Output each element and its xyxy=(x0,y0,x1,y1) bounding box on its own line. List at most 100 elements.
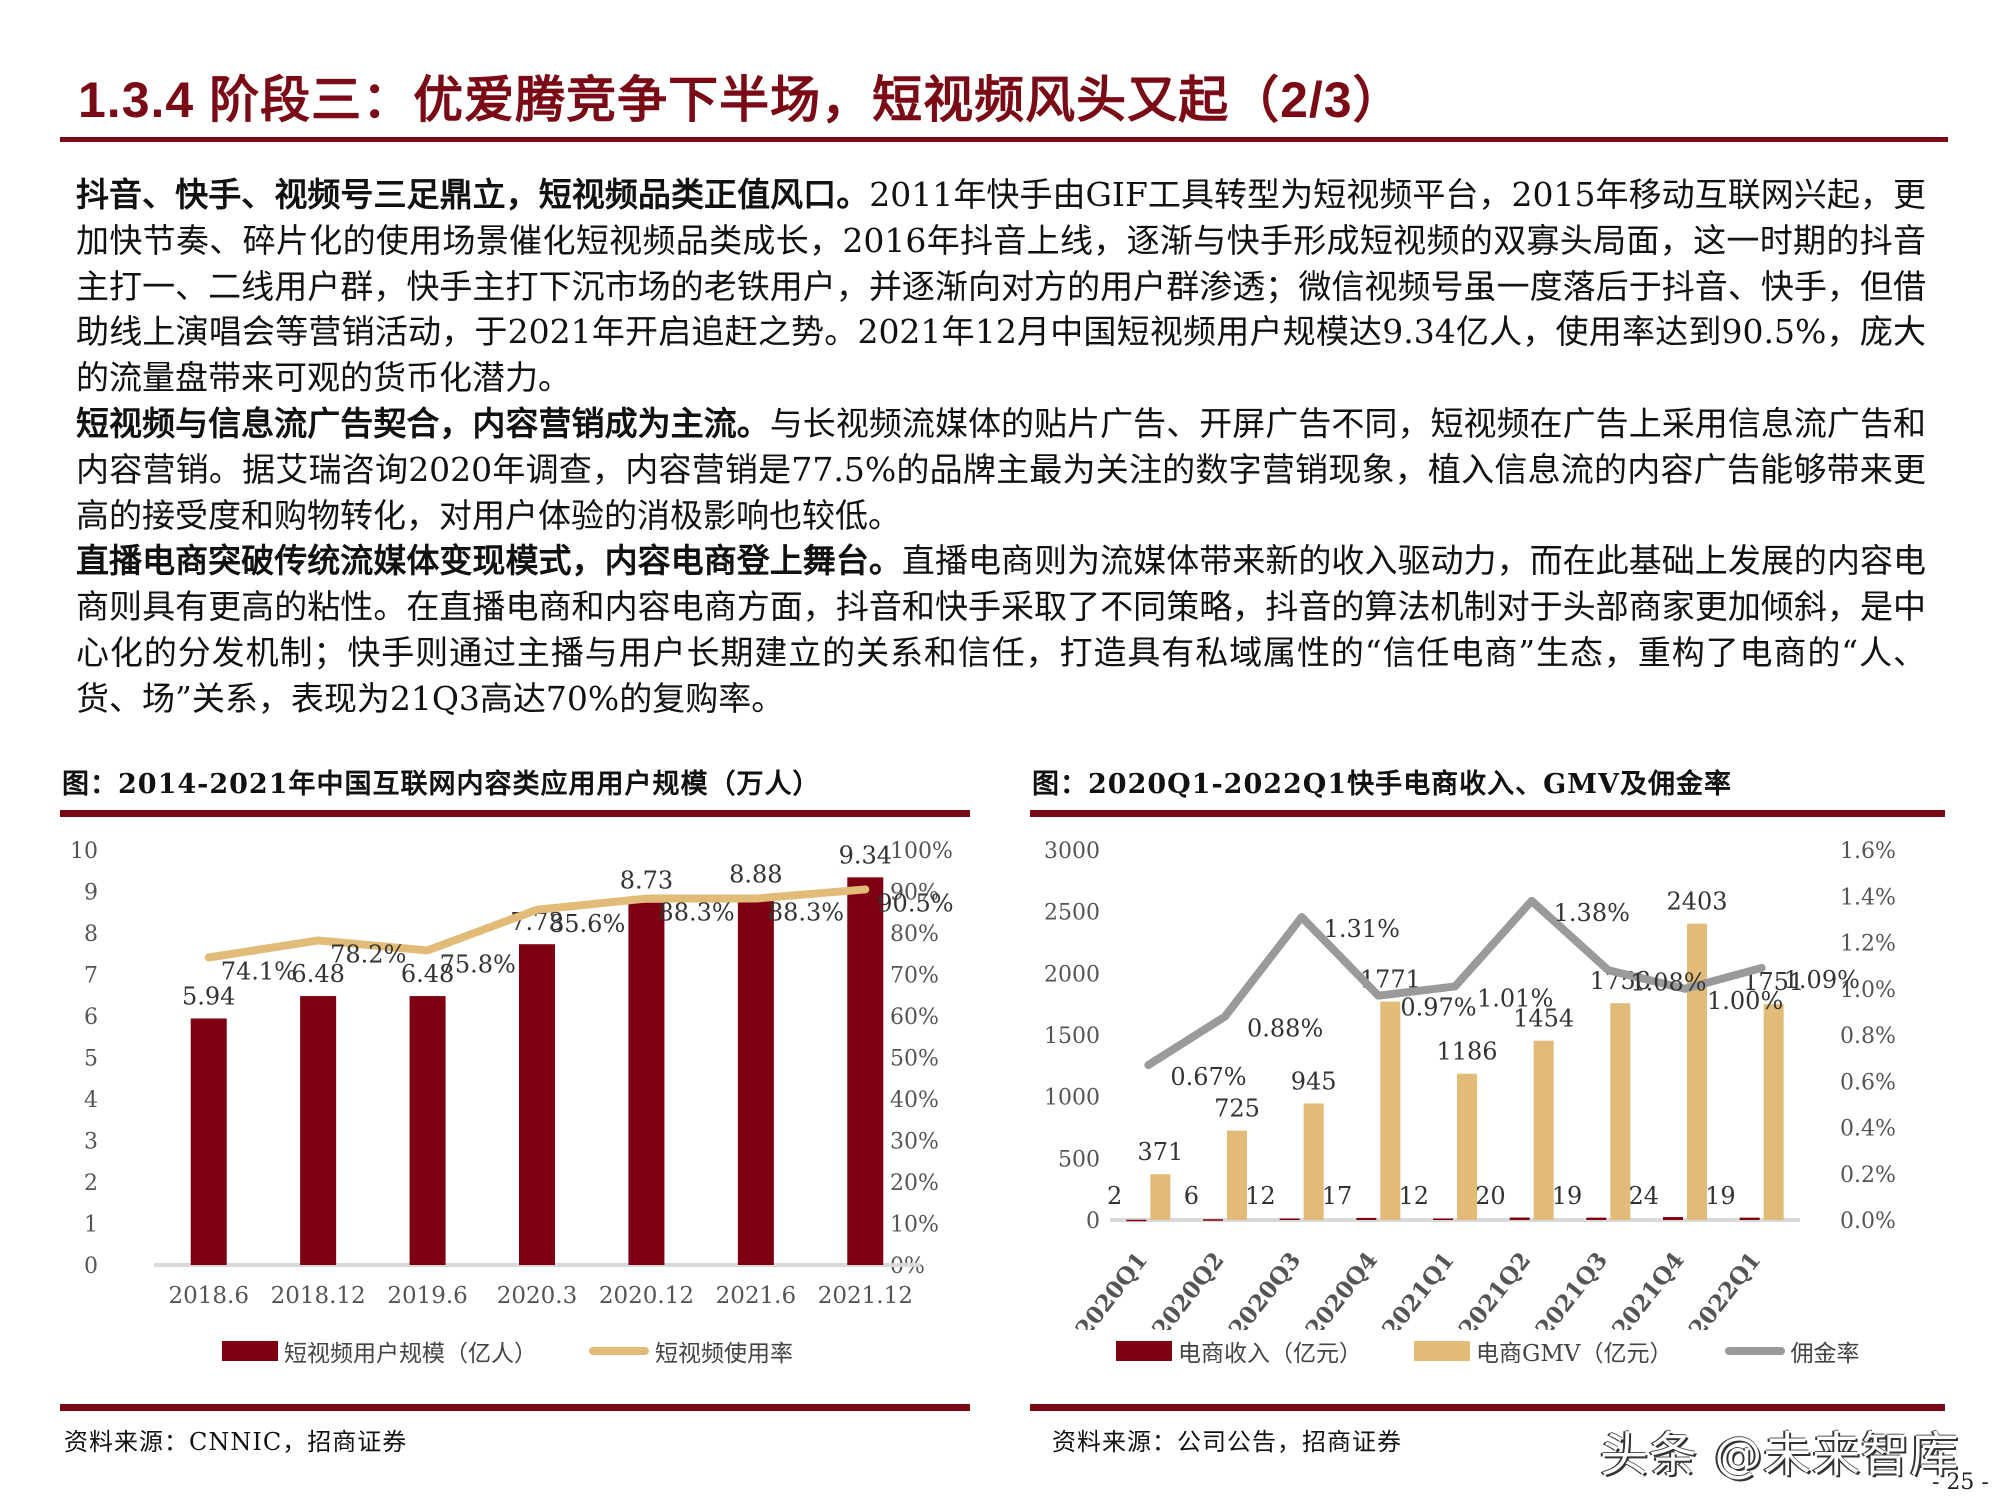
line-value-label: 75.8% xyxy=(440,950,516,978)
x-axis-category: 2020Q3 xyxy=(1224,1247,1307,1330)
y2-axis-tick: 1.6% xyxy=(1840,839,1896,864)
y-axis-tick: 2500 xyxy=(1044,901,1100,926)
bar xyxy=(847,877,884,1265)
legend-item-revenue: 电商收入（亿元） xyxy=(1116,1334,1362,1368)
y-axis-tick: 500 xyxy=(1058,1147,1100,1172)
y2-axis-tick: 50% xyxy=(890,1047,939,1072)
bar xyxy=(1356,1217,1377,1220)
line-value-label: 0.88% xyxy=(1247,1015,1323,1043)
y-axis-tick: 10 xyxy=(70,839,98,864)
y2-axis-tick: 60% xyxy=(890,1005,939,1030)
y2-axis-tick: 0.0% xyxy=(1840,1209,1896,1234)
bar-value-label: 945 xyxy=(1291,1067,1337,1095)
x-axis-category: 2021Q4 xyxy=(1607,1247,1690,1330)
right-figure-title: 图：2020Q1-2022Q1快手电商收入、GMV及佣金率 xyxy=(1032,769,1733,800)
bar xyxy=(1763,1004,1784,1220)
y-axis-tick: 1000 xyxy=(1044,1086,1100,1111)
bar-swatch-icon xyxy=(1116,1341,1172,1361)
bar-value-label: 20 xyxy=(1475,1182,1506,1210)
line-value-label: 78.2% xyxy=(330,940,406,968)
y2-axis-tick: 0.4% xyxy=(1840,1117,1896,1142)
bar-value-label: 12 xyxy=(1398,1182,1429,1210)
line-swatch-icon xyxy=(589,1347,649,1355)
y-axis-tick: 9 xyxy=(84,881,98,906)
bar-value-label: 9.34 xyxy=(839,841,892,869)
bar-value-label: 725 xyxy=(1214,1095,1260,1123)
bar-value-label: 6.48 xyxy=(291,960,344,988)
legend-label: 短视频用户规模（亿人） xyxy=(284,1341,537,1367)
y2-axis-tick: 40% xyxy=(890,1088,939,1113)
bar-value-label: 371 xyxy=(1137,1138,1183,1166)
rate-line xyxy=(204,885,870,962)
x-axis-category: 2021Q1 xyxy=(1377,1247,1460,1330)
y-axis-tick: 3000 xyxy=(1044,839,1100,864)
y2-axis-tick: 1.2% xyxy=(1840,932,1896,957)
y-axis-tick: 1500 xyxy=(1044,1024,1100,1049)
line-value-label: 74.1% xyxy=(221,957,297,985)
bar-value-label: 19 xyxy=(1705,1182,1736,1210)
bar xyxy=(1433,1218,1453,1221)
line-value-label: 1.31% xyxy=(1324,915,1400,943)
line-value-label: 88.3% xyxy=(658,899,734,927)
x-axis-category: 2020Q2 xyxy=(1147,1247,1230,1330)
bar xyxy=(1227,1130,1247,1220)
bar-value-label: 17 xyxy=(1322,1182,1353,1210)
bar xyxy=(1533,1040,1554,1220)
line-value-label: 1.09% xyxy=(1784,966,1860,994)
bar-value-label: 2403 xyxy=(1666,888,1727,916)
legend-item-commission: 佣金率 xyxy=(1724,1334,1860,1368)
x-axis-category: 2021.12 xyxy=(818,1283,913,1309)
line-swatch-icon xyxy=(1724,1347,1785,1355)
line-value-label: 90.5% xyxy=(877,889,953,917)
y2-axis-tick: 1.0% xyxy=(1840,978,1896,1003)
y-axis-tick: 0 xyxy=(84,1254,98,1279)
x-axis-category: 2021Q3 xyxy=(1530,1247,1613,1330)
y-axis-tick: 2 xyxy=(84,1171,98,1196)
y2-axis-tick: 100% xyxy=(890,839,953,864)
line-value-label: 1.38% xyxy=(1554,899,1630,927)
left-chart: 0 1 2 3 4 5 6 7 8 9 100% 10% 20% 30% 40% 50% 60% 70% 80% 90… xyxy=(60,830,980,1330)
bar xyxy=(737,896,774,1265)
bar xyxy=(1279,1218,1300,1221)
right-chart-legend: 电商收入（亿元） 电商GMV（亿元） 佣金率 xyxy=(1116,1334,1860,1368)
bar xyxy=(1303,1103,1324,1220)
right-figure-bottom-rule xyxy=(1030,1404,1945,1411)
bar xyxy=(409,996,446,1265)
legend-item-gmv: 电商GMV（亿元） xyxy=(1414,1334,1673,1368)
bar xyxy=(628,902,665,1265)
bar xyxy=(1150,1174,1171,1220)
y-axis-tick: 4 xyxy=(84,1088,98,1113)
paragraph-body: 与长视频流媒体的贴片广告、开屏广告不同，短视频在广告上采用信息流广告和内容营销。… xyxy=(76,403,1927,535)
bar xyxy=(1739,1217,1760,1220)
y2-axis-tick: 10% xyxy=(890,1213,939,1238)
left-figure-source: 资料来源：CNNIC，招商证券 xyxy=(64,1428,408,1456)
y-axis-tick: 7 xyxy=(84,964,98,989)
line-value-label: 1.00% xyxy=(1707,987,1783,1015)
bar xyxy=(300,996,337,1265)
bar xyxy=(190,1018,227,1265)
ecommerce-chart: 0 500 1000 1500 2000 2500 3000 0.0% 0.2% 0.4% 0.6%… xyxy=(1044,839,1896,1343)
y2-axis-tick: 0.2% xyxy=(1840,1163,1896,1188)
line-value-label: 1.01% xyxy=(1477,984,1553,1012)
bar-value-label: 6.48 xyxy=(401,960,454,988)
user-scale-chart: 0 1 2 3 4 5 6 7 8 9 100% 10% 20% 30% 40% 50% 60% 70% 80% 90… xyxy=(70,839,954,1309)
legend-label: 短视频使用率 xyxy=(655,1341,793,1367)
right-figure-source: 资料来源：公司公告，招商证券 xyxy=(1052,1428,1402,1456)
bar-value-label: 19 xyxy=(1552,1182,1583,1210)
paragraph-body: 2011年快手由GIF工具转型为短视频平台，2015年移动互联网兴起，更加快节奏… xyxy=(76,175,1927,398)
left-chart-legend: 短视频用户规模（亿人） 短视频使用率 xyxy=(222,1334,793,1368)
line-value-label: 0.97% xyxy=(1400,994,1476,1022)
x-axis-category: 2020Q4 xyxy=(1300,1247,1383,1330)
y2-axis-tick: 0.8% xyxy=(1840,1024,1896,1049)
legend-label: 电商GMV（亿元） xyxy=(1476,1341,1673,1367)
x-axis-category: 2021.6 xyxy=(716,1283,796,1309)
x-axis-category: 2018.12 xyxy=(271,1283,366,1309)
x-axis-category: 2020Q1 xyxy=(1070,1247,1153,1330)
y2-axis-tick: 0.6% xyxy=(1840,1070,1896,1095)
legend-item-user-scale: 短视频用户规模（亿人） xyxy=(222,1334,537,1368)
line-value-label: 88.3% xyxy=(768,899,844,927)
bar xyxy=(1380,1001,1401,1220)
bar-value-label: 2 xyxy=(1107,1182,1122,1210)
paragraph-body: 直播电商则为流媒体带来新的收入驱动力，而在此基础上发展的内容电商则具有更高的粘性… xyxy=(76,541,1927,718)
paragraph-2: 短视频与信息流广告契合，内容营销成为主流。与长视频流媒体的贴片广告、开屏广告不同… xyxy=(76,401,1926,538)
